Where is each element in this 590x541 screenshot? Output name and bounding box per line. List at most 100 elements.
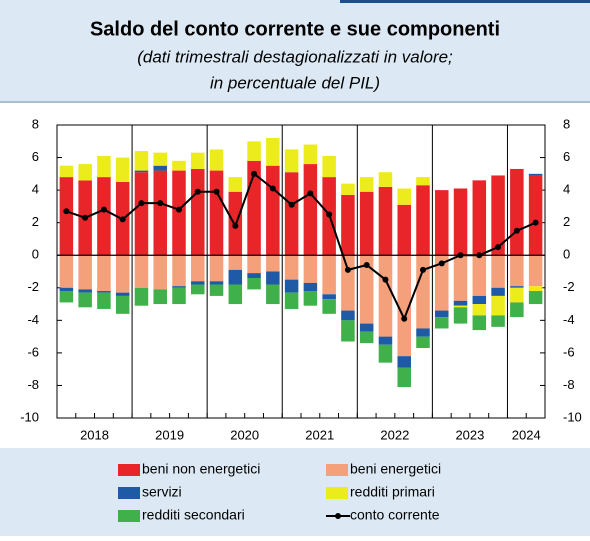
bar-segment bbox=[191, 255, 205, 282]
bar-segment bbox=[59, 255, 74, 288]
y2-tick-label: -6 bbox=[563, 344, 575, 359]
bar-segment bbox=[97, 255, 111, 292]
bar-segment bbox=[153, 289, 167, 305]
y-tick-label: 6 bbox=[32, 149, 39, 164]
bar-segment bbox=[284, 255, 299, 280]
line-point bbox=[513, 227, 520, 234]
bar-segment bbox=[322, 155, 336, 178]
line-point bbox=[438, 260, 445, 267]
line-point bbox=[194, 188, 201, 195]
bar-segment bbox=[78, 289, 92, 293]
x-tick-label: 2024 bbox=[512, 427, 541, 442]
bar-segment bbox=[97, 177, 111, 256]
bar-segment bbox=[397, 204, 411, 256]
bar-segment bbox=[378, 344, 393, 363]
bar-segment bbox=[472, 255, 487, 296]
chart-title: Saldo del conto corrente e sue component… bbox=[90, 18, 500, 40]
y-tick-label: -6 bbox=[27, 344, 39, 359]
bar-segment bbox=[191, 168, 205, 256]
legend-label: redditi secondari bbox=[142, 507, 245, 523]
bar-segment bbox=[359, 323, 374, 332]
line-point bbox=[213, 188, 220, 195]
bar-segment bbox=[172, 170, 186, 256]
bar-segment bbox=[209, 284, 224, 296]
y2-tick-label: -10 bbox=[563, 409, 582, 424]
bar-segment bbox=[284, 149, 299, 173]
subtitle: (dati trimestrali destagionalizzati in v… bbox=[137, 47, 453, 66]
bar-segment bbox=[115, 295, 130, 314]
bar-segment bbox=[378, 186, 393, 256]
bar-segment bbox=[341, 183, 355, 195]
bar-segment bbox=[172, 255, 186, 287]
line-point bbox=[232, 222, 239, 229]
bar-segment bbox=[528, 291, 543, 305]
bar-segment bbox=[228, 255, 243, 270]
bar-segment bbox=[359, 255, 374, 324]
bar-segment bbox=[247, 255, 261, 274]
bar-segment bbox=[435, 317, 449, 329]
y2-tick-label: -8 bbox=[563, 377, 575, 392]
legend-label: redditi primari bbox=[350, 484, 435, 500]
bar-segment bbox=[416, 336, 430, 349]
bar-segment bbox=[228, 284, 243, 305]
bar-segment bbox=[359, 191, 374, 256]
bar-segment bbox=[247, 273, 261, 279]
bar-segment bbox=[134, 151, 149, 171]
line-point bbox=[288, 201, 295, 208]
bar-segment bbox=[266, 271, 280, 285]
bar-segment bbox=[491, 295, 505, 316]
bar-segment bbox=[397, 255, 411, 357]
bar-segment bbox=[59, 177, 74, 256]
bar-segment bbox=[472, 295, 487, 305]
bar-segment bbox=[453, 300, 468, 306]
line-point bbox=[363, 261, 370, 268]
legend-swatch bbox=[118, 510, 140, 522]
legend-label: beni energetici bbox=[350, 461, 441, 477]
y-tick-label: -2 bbox=[27, 279, 39, 294]
bar-segment bbox=[303, 291, 318, 306]
bar-segment bbox=[153, 165, 167, 171]
x-tick-label: 2019 bbox=[155, 427, 184, 442]
line-point bbox=[119, 216, 126, 223]
bar-segment bbox=[341, 194, 355, 256]
bar-segment bbox=[59, 291, 74, 303]
legend-point bbox=[335, 513, 341, 519]
line-point bbox=[63, 208, 70, 215]
bar-segment bbox=[397, 188, 411, 205]
y-tick-label: -10 bbox=[20, 409, 39, 424]
bar-segment bbox=[510, 287, 524, 303]
bar-segment bbox=[453, 305, 468, 308]
bar-segment bbox=[284, 292, 299, 309]
x-tick-label: 2018 bbox=[80, 427, 109, 442]
bar-segment bbox=[153, 255, 167, 290]
bar-segment bbox=[284, 172, 299, 256]
legend-label: beni non energetici bbox=[142, 461, 260, 477]
y2-tick-label: -2 bbox=[563, 279, 575, 294]
bar-segment bbox=[59, 287, 74, 292]
bar-segment bbox=[472, 315, 487, 331]
bar-segment bbox=[378, 255, 393, 337]
bar-segment bbox=[172, 287, 186, 305]
bar-segment bbox=[115, 292, 130, 296]
bar-segment bbox=[397, 356, 411, 368]
bar-segment bbox=[378, 172, 393, 187]
line-point bbox=[251, 170, 258, 177]
bar-segment bbox=[191, 284, 205, 295]
bar-segment bbox=[153, 152, 167, 166]
bar-segment bbox=[303, 255, 318, 283]
bar-segment bbox=[528, 175, 543, 256]
bar-segment bbox=[341, 310, 355, 321]
bar-segment bbox=[78, 255, 92, 290]
y2-tick-label: 0 bbox=[563, 247, 570, 262]
line-point bbox=[344, 266, 351, 273]
bar-segment bbox=[528, 173, 543, 176]
line-point bbox=[495, 244, 502, 251]
bar-segment bbox=[191, 281, 205, 285]
bar-segment bbox=[528, 255, 543, 287]
y-tick-label: -8 bbox=[27, 377, 39, 392]
bar-segment bbox=[435, 255, 449, 311]
line-point bbox=[420, 266, 426, 273]
y-tick-label: 0 bbox=[32, 247, 39, 262]
bar-segment bbox=[416, 328, 430, 337]
bar-segment bbox=[247, 278, 261, 290]
